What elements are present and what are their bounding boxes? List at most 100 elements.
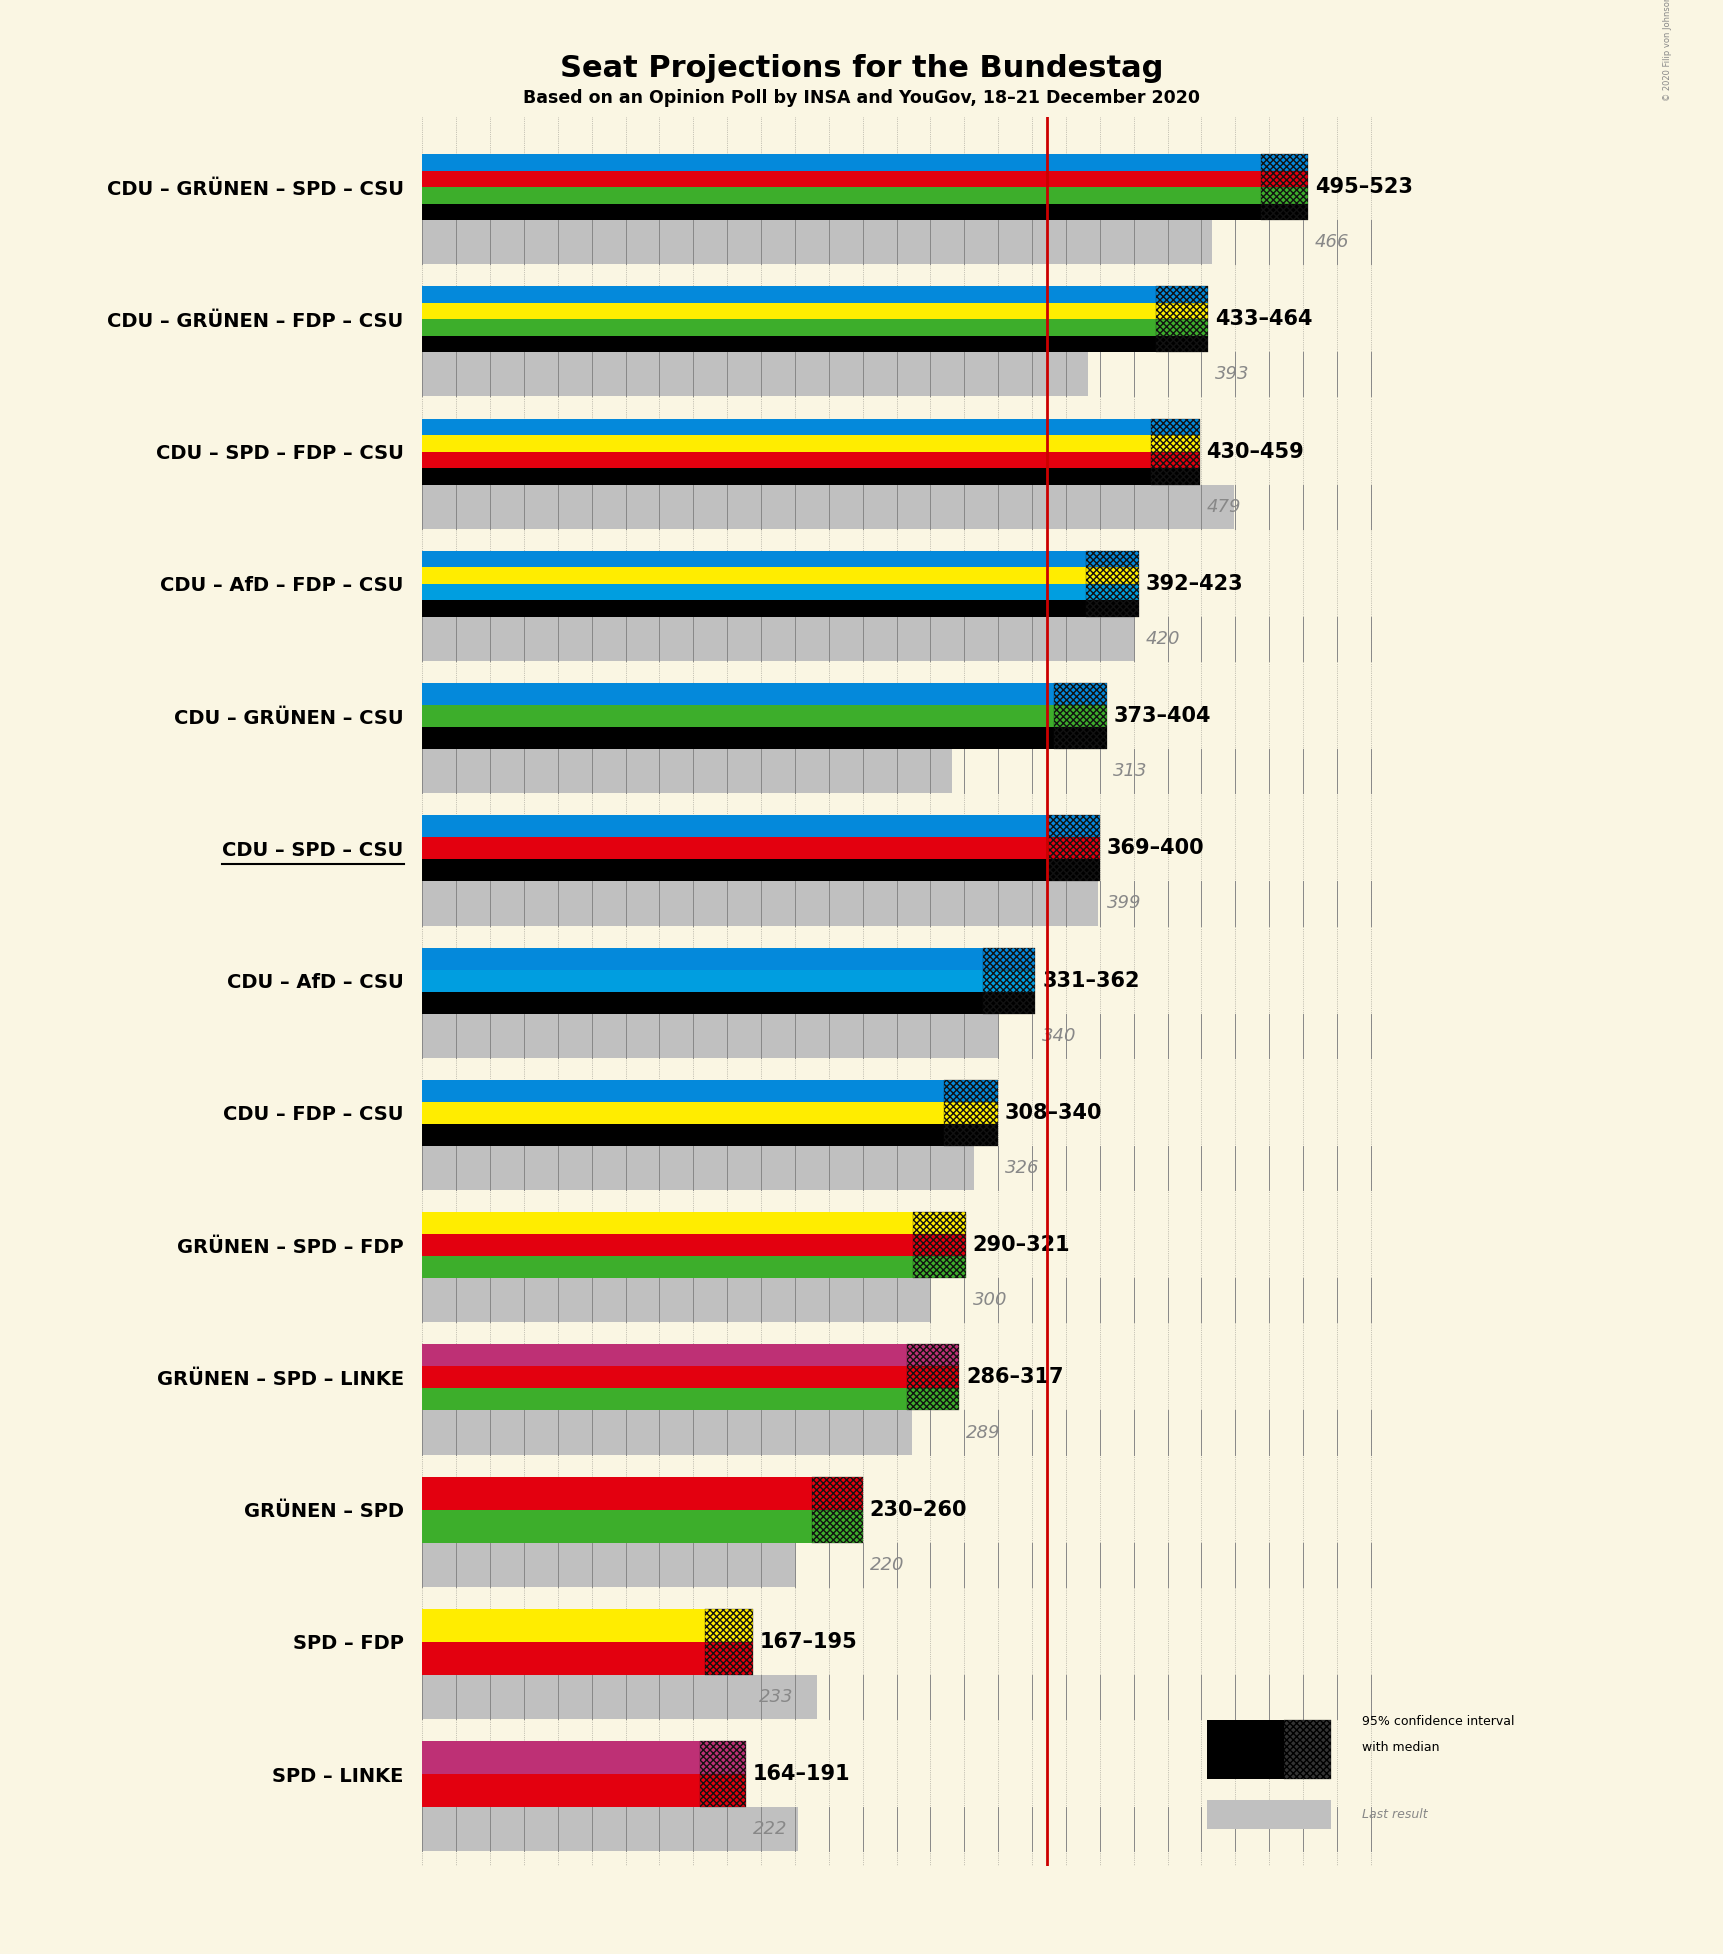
Bar xyxy=(422,352,1087,397)
Text: 220: 220 xyxy=(868,1555,903,1573)
Bar xyxy=(422,705,1053,727)
Bar xyxy=(1206,1800,1330,1829)
Bar xyxy=(422,1411,1370,1454)
Bar xyxy=(422,1278,1370,1323)
Bar xyxy=(422,485,1370,530)
Bar xyxy=(422,1256,913,1278)
Text: 233: 233 xyxy=(758,1688,793,1706)
Bar xyxy=(422,1608,705,1641)
Bar xyxy=(1260,170,1308,188)
Bar xyxy=(1154,285,1208,303)
Bar xyxy=(422,1807,1370,1850)
Text: 393: 393 xyxy=(1215,365,1249,383)
Bar xyxy=(906,1344,958,1366)
Bar xyxy=(422,969,982,991)
Bar xyxy=(422,1641,705,1675)
Bar xyxy=(1053,705,1106,727)
Bar xyxy=(1046,815,1099,838)
Bar xyxy=(422,1235,913,1256)
Bar xyxy=(1053,727,1106,748)
Bar xyxy=(422,436,1149,451)
Bar xyxy=(422,203,1260,221)
Bar xyxy=(422,1807,798,1850)
Bar xyxy=(422,1774,700,1807)
Text: 230–260: 230–260 xyxy=(868,1499,967,1520)
Bar xyxy=(422,1145,1370,1190)
Text: 433–464: 433–464 xyxy=(1215,309,1311,330)
Text: 300: 300 xyxy=(972,1292,1006,1309)
Bar xyxy=(422,170,1260,188)
Bar xyxy=(422,1102,944,1124)
Bar xyxy=(1149,469,1199,485)
Bar xyxy=(422,154,1260,170)
Bar xyxy=(913,1211,965,1235)
Bar xyxy=(422,1741,700,1774)
Text: 373–404: 373–404 xyxy=(1113,705,1210,727)
Bar xyxy=(812,1477,862,1510)
Text: © 2020 Filip von Johnson: © 2020 Filip von Johnson xyxy=(1663,0,1671,102)
Bar xyxy=(422,815,1046,838)
Bar xyxy=(422,485,1234,530)
Bar xyxy=(982,969,1036,991)
Text: Based on an Opinion Poll by INSA and YouGov, 18–21 December 2020: Based on an Opinion Poll by INSA and You… xyxy=(524,88,1199,107)
Bar xyxy=(1149,436,1199,451)
Bar xyxy=(913,1235,965,1256)
Bar xyxy=(422,221,1370,264)
Bar xyxy=(1085,600,1139,617)
Bar xyxy=(982,991,1036,1014)
Bar xyxy=(422,1510,812,1544)
Bar xyxy=(1046,860,1099,881)
Text: 95% confidence interval: 95% confidence interval xyxy=(1361,1716,1513,1727)
Bar xyxy=(422,469,1149,485)
Bar xyxy=(422,551,1085,567)
Bar xyxy=(422,221,1211,264)
Bar xyxy=(422,1477,812,1510)
Bar xyxy=(422,727,1053,748)
Text: Seat Projections for the Bundestag: Seat Projections for the Bundestag xyxy=(560,55,1163,82)
Bar xyxy=(422,285,1154,303)
Bar xyxy=(1149,451,1199,469)
Bar xyxy=(1284,1721,1330,1778)
Bar xyxy=(422,948,982,969)
Bar xyxy=(422,748,951,793)
Bar xyxy=(422,188,1260,203)
Bar xyxy=(812,1510,862,1544)
Bar xyxy=(422,451,1149,469)
Bar xyxy=(422,991,982,1014)
Bar xyxy=(1260,154,1308,170)
Text: 420: 420 xyxy=(1144,629,1179,649)
Bar xyxy=(422,567,1085,584)
Bar xyxy=(422,1344,906,1366)
Text: 289: 289 xyxy=(965,1424,999,1442)
Text: 286–317: 286–317 xyxy=(965,1368,1063,1387)
Bar xyxy=(1053,684,1106,705)
Bar xyxy=(1154,319,1208,336)
Bar xyxy=(1154,336,1208,352)
Bar xyxy=(422,838,1046,860)
Text: 164–191: 164–191 xyxy=(753,1764,849,1784)
Bar xyxy=(422,860,1046,881)
Bar xyxy=(422,600,1085,617)
Bar xyxy=(422,881,1098,926)
Bar xyxy=(422,617,1370,660)
Text: Last result: Last result xyxy=(1361,1807,1427,1821)
Text: 167–195: 167–195 xyxy=(758,1632,856,1651)
Bar xyxy=(1206,1721,1330,1778)
Text: 479: 479 xyxy=(1206,498,1241,516)
Text: 340: 340 xyxy=(1042,1026,1077,1045)
Bar xyxy=(422,1544,1370,1587)
Bar xyxy=(1085,551,1139,567)
Text: 430–459: 430–459 xyxy=(1206,442,1304,461)
Text: 466: 466 xyxy=(1315,233,1349,252)
Bar xyxy=(1149,418,1199,436)
Bar xyxy=(913,1256,965,1278)
Text: 290–321: 290–321 xyxy=(972,1235,1070,1254)
Bar xyxy=(705,1641,753,1675)
Bar xyxy=(422,303,1154,319)
Bar xyxy=(944,1081,998,1102)
Bar xyxy=(422,1211,913,1235)
Bar xyxy=(422,1675,1370,1720)
Bar xyxy=(1046,838,1099,860)
Bar xyxy=(700,1741,746,1774)
Bar xyxy=(1085,567,1139,584)
